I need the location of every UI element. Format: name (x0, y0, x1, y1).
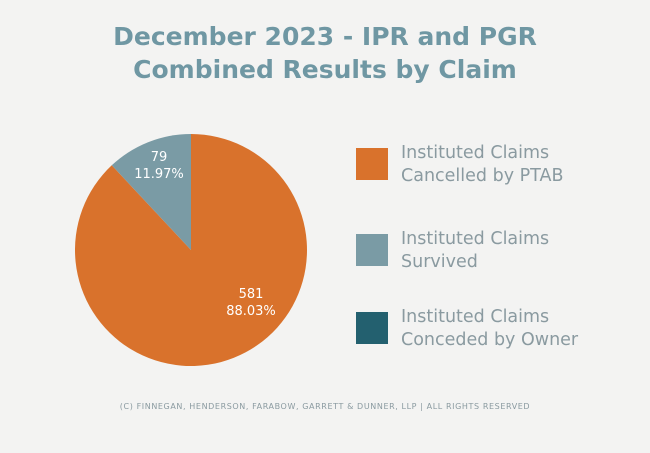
chart-title-line1: December 2023 - IPR and PGR (113, 22, 537, 51)
copyright-footer: (C) FINNEGAN, HENDERSON, FARABOW, GARRET… (119, 402, 531, 411)
chart-title-line2: Combined Results by Claim (133, 55, 517, 84)
legend-label-cancelled-line2: Cancelled by PTAB (401, 166, 564, 186)
legend-label-survived-line1: Instituted Claims (401, 229, 550, 249)
legend-label-cancelled: Instituted Claims Cancelled by PTAB (401, 142, 563, 188)
legend-swatch-cancelled (356, 148, 388, 180)
legend-label-survived: Instituted Claims Survived (401, 228, 549, 274)
legend-swatch-conceded (356, 312, 388, 344)
pie-slice-cancelled (74, 134, 307, 367)
legend-label-cancelled-line1: Instituted Claims (401, 143, 550, 163)
slice-label-cancelled: 581 88.03% (218, 286, 284, 320)
legend-item-survived: Instituted Claims Survived (356, 228, 646, 288)
legend-item-cancelled: Instituted Claims Cancelled by PTAB (356, 142, 646, 202)
legend-swatch-survived (356, 234, 388, 266)
legend-label-conceded-line1: Instituted Claims (401, 307, 550, 327)
legend-label-conceded-line2: Conceded by Owner (401, 330, 579, 350)
legend-label-survived-line2: Survived (401, 252, 478, 272)
chart-title: December 2023 - IPR and PGR Combined Res… (0, 20, 650, 86)
slice-percent-cancelled: 88.03% (226, 304, 276, 319)
slice-value-cancelled: 581 (238, 287, 264, 302)
pie-slice-survived (111, 134, 191, 250)
slice-percent-survived: 11.97% (134, 167, 184, 182)
legend-label-conceded: Instituted Claims Conceded by Owner (401, 306, 578, 352)
slice-value-survived: 79 (150, 150, 168, 165)
slice-label-survived: 79 11.97% (126, 149, 192, 183)
legend-item-conceded: Instituted Claims Conceded by Owner (356, 306, 646, 366)
